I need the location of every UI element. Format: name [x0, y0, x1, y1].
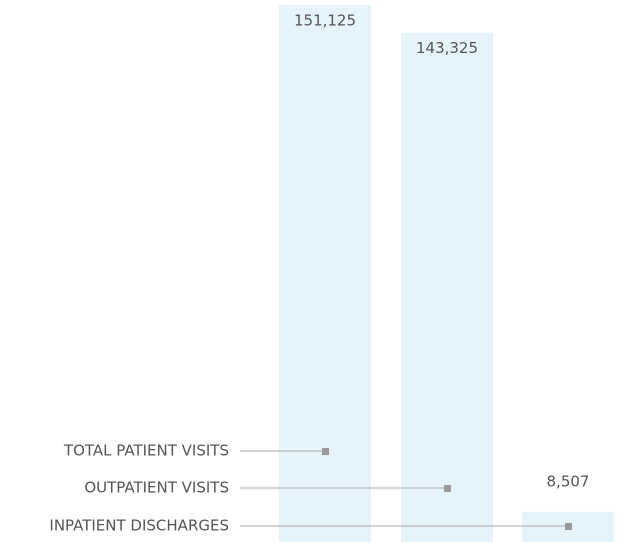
connector-marker — [444, 485, 451, 492]
category-label: TOTAL PATIENT VISITS — [63, 442, 229, 460]
connector-marker — [322, 448, 329, 455]
category-label: INPATIENT DISCHARGES — [49, 517, 229, 535]
bar — [279, 5, 371, 542]
bar — [401, 32, 493, 542]
value-label: 151,125 — [294, 12, 356, 30]
connector-marker — [565, 523, 572, 530]
category-label: OUTPATIENT VISITS — [84, 479, 229, 497]
value-label: 143,325 — [416, 39, 478, 57]
value-label: 8,507 — [547, 473, 590, 491]
